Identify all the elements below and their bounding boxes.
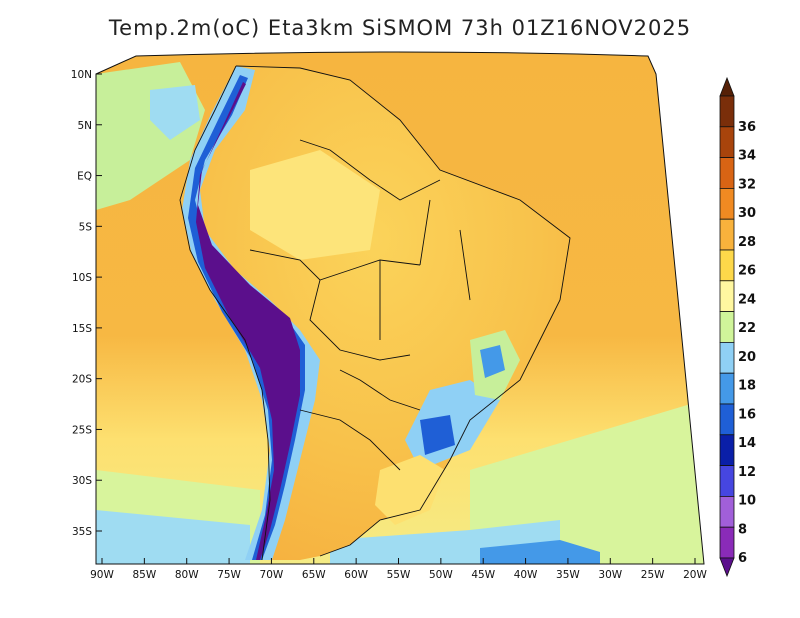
lon-tick-label: 30W: [598, 569, 622, 581]
lon-tick-label: 35W: [556, 569, 580, 581]
lon-tick-label: 80W: [175, 569, 199, 581]
lon-tick-label: 50W: [429, 569, 453, 581]
andes-coldest-band: [196, 82, 300, 560]
colorbar-swatch: [719, 187, 735, 220]
lon-tick-label: 55W: [387, 569, 411, 581]
lon-tick-label: 90W: [90, 569, 114, 581]
lon-tick-label: 40W: [514, 569, 538, 581]
lon-tick-label: 25W: [641, 569, 665, 581]
colorbar-min-triangle: [719, 557, 735, 578]
country-borders: [179, 65, 571, 561]
colorbar-label: 22: [738, 321, 756, 336]
southeast-cold-zone: [420, 415, 455, 455]
border-peru-brazil: [249, 249, 421, 281]
colorbar-swatch: [719, 280, 735, 312]
colorbar-swatch: [719, 126, 735, 159]
coastline-east: [235, 65, 571, 557]
lat-tick-label: 5S: [79, 221, 93, 233]
pacific-cold-zone: [150, 85, 200, 140]
atlantic-south-zone: [470, 400, 704, 564]
colorbar-swatch: [719, 311, 735, 343]
colorbar-max-triangle: [719, 76, 735, 97]
colorbar-label: 30: [738, 206, 756, 221]
lon-tick-label: 60W: [344, 569, 368, 581]
lon-tick-label: 85W: [132, 569, 156, 581]
coastline-west: [179, 65, 271, 561]
lon-tick-label: 75W: [217, 569, 241, 581]
colorbar-label: 34: [738, 149, 756, 164]
temperature-field: [96, 52, 704, 564]
colorbar-label: 28: [738, 235, 756, 250]
lat-tick-label: 10N: [71, 69, 92, 81]
lat-tick-label: 35S: [72, 526, 92, 538]
lon-tick-label: 45W: [471, 569, 495, 581]
colorbar-label: 16: [738, 407, 756, 422]
colorbar-swatch: [719, 218, 735, 251]
border-argentina: [299, 409, 401, 471]
border-paraguay: [339, 369, 421, 411]
atlantic-coldest: [480, 540, 600, 564]
lon-tick-label: 20W: [683, 569, 707, 581]
colorbar-swatch: [719, 495, 735, 528]
lat-tick-label: 10S: [72, 272, 92, 284]
colorbar-label: 12: [738, 465, 756, 480]
map-frame: [95, 51, 705, 565]
colorbar-label: 36: [738, 120, 756, 135]
colorbar-label: 32: [738, 177, 756, 192]
colorbar-label: 8: [738, 522, 747, 537]
lat-tick-label: EQ: [77, 171, 92, 183]
minas-cold-zone: [480, 345, 505, 378]
colorbar-label: 6: [738, 551, 747, 566]
colorbar-swatch: [719, 434, 735, 466]
colorbar-label: 14: [738, 436, 756, 451]
lon-tick-label: 65W: [302, 569, 326, 581]
colorbar-label: 18: [738, 379, 756, 394]
colorbar-swatch: [719, 157, 735, 189]
lat-tick-label: 30S: [72, 475, 92, 487]
pacific-southern-cold: [96, 510, 250, 564]
colorbar-swatch: [719, 465, 735, 497]
colorbar-swatch: [719, 526, 735, 559]
colorbar-label: 26: [738, 264, 756, 279]
border-north: [299, 139, 441, 201]
lat-tick-label: 25S: [72, 424, 92, 436]
south-brazil-zone: [375, 455, 445, 525]
colorbar-swatch: [719, 372, 735, 405]
colorbar-label: 10: [738, 494, 756, 509]
lat-axis: 10N 5N EQ 5S 10S 15S 20S 25S 30S 35S: [71, 69, 102, 538]
colorbar-swatch: [719, 341, 735, 374]
lat-tick-label: 20S: [72, 374, 92, 386]
border-bolivia: [309, 279, 411, 361]
colorbar-label: 24: [738, 292, 756, 307]
lat-tick-label: 5N: [77, 120, 92, 132]
lon-axis: 90W 85W 80W 75W 70W 65W 60W 55W 50W 45W 40W 35W 30W 2…: [90, 558, 707, 581]
colorbar-swatch: [719, 95, 735, 128]
colorbar-label: 20: [738, 350, 756, 365]
colorbar-swatch: [719, 403, 735, 436]
lon-tick-label: 70W: [260, 569, 284, 581]
map-title: Temp.2m(oC) Eta3km SiSMOM 73h 01Z16NOV20…: [108, 16, 692, 40]
state-borders: [379, 199, 471, 340]
amazon-zone: [250, 150, 380, 260]
colorbar-swatch: [719, 249, 735, 282]
lat-tick-label: 15S: [72, 323, 92, 335]
colorbar: 6 8 10 12 14 16 18 20 22 24 26 28 30 32 34 36: [719, 76, 756, 578]
